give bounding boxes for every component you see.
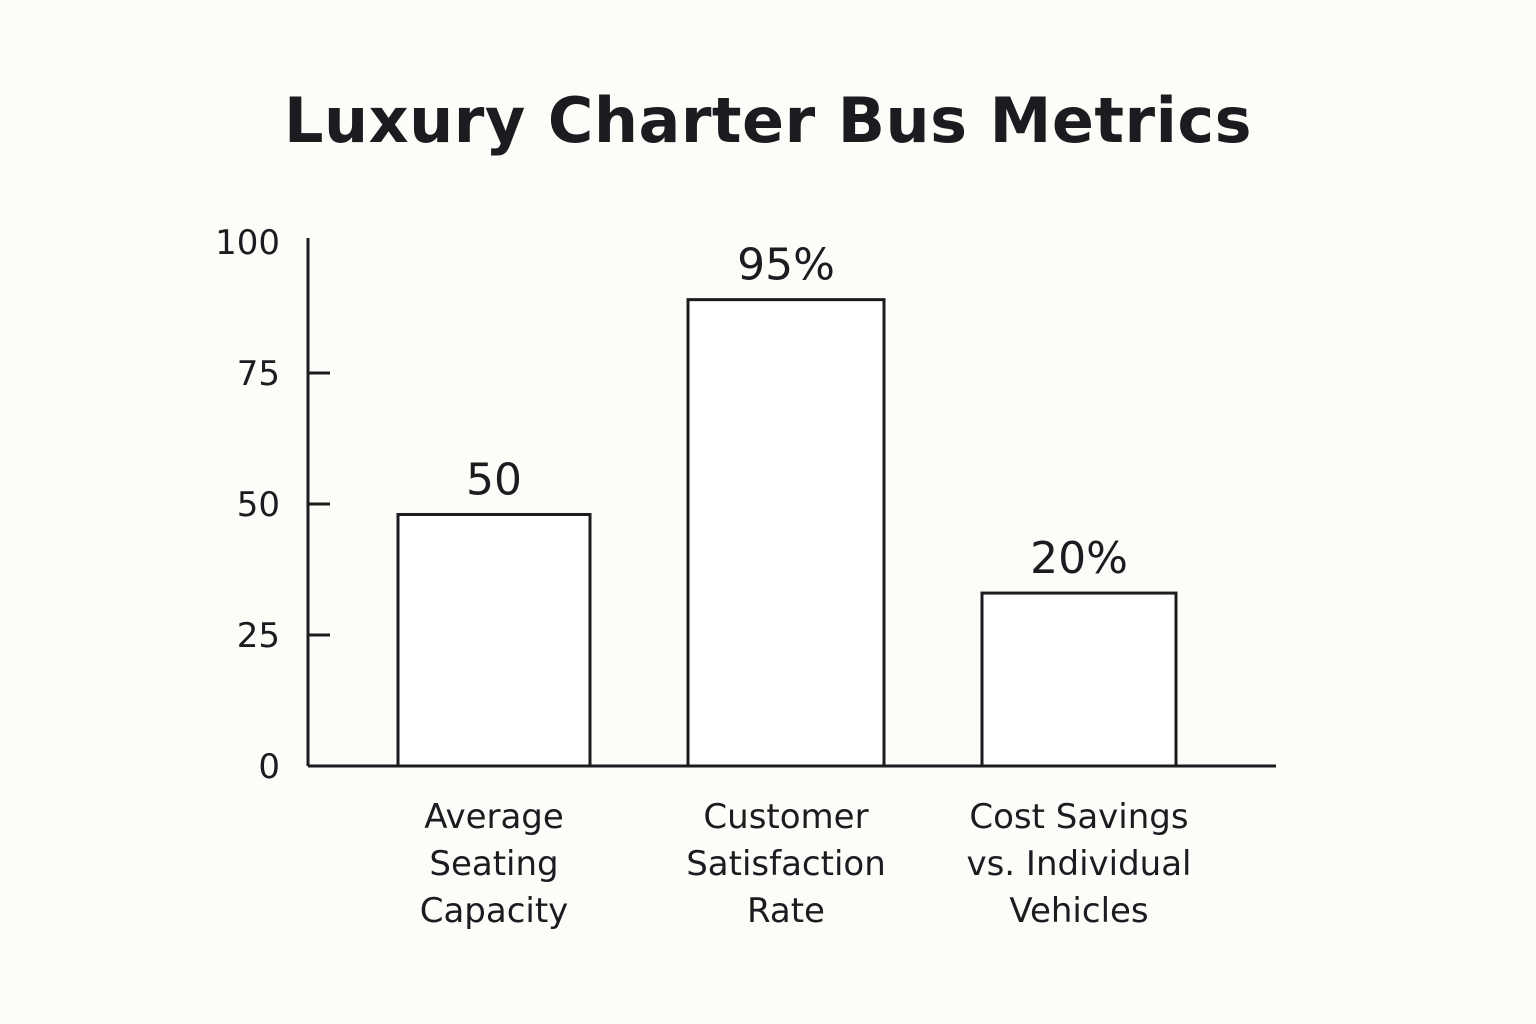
bar-value-label: 95% [737,240,835,291]
y-tick-label: 50 [237,485,280,525]
x-category-label-line: Average [424,797,564,837]
x-category-label-line: vs. Individual [966,844,1191,884]
x-category-label: Average Seating Capacity [420,797,569,931]
y-tick-label: 25 [237,616,280,656]
bar-value-label: 50 [466,454,522,505]
x-category-label-line: Seating [429,844,558,884]
y-tick-label: 0 [258,747,280,787]
y-tick-label: 100 [215,223,280,263]
x-category-label-line: Customer [703,797,868,837]
x-category-label-line: Satisfaction [686,844,886,884]
x-category-label-line: Vehicles [1009,891,1148,931]
bar [980,591,1178,768]
y-tick-label: 75 [237,354,280,394]
bar [686,298,886,768]
chart-title: Luxury Charter Bus Metrics [283,84,1252,157]
bar-value-label: 20% [1030,533,1128,584]
bars [396,298,1178,768]
x-category-label: Customer Satisfaction Rate [686,797,886,931]
labels: 50 Average Seating Capacity 95% Customer Satis… [420,240,1192,931]
x-category-label-line: Rate [747,891,825,931]
x-category-label-line: Capacity [420,891,569,931]
x-category-label: Cost Savings vs. Individual Vehicles [966,797,1191,931]
x-category-label-line: Cost Savings [969,797,1188,837]
bar [396,512,592,768]
